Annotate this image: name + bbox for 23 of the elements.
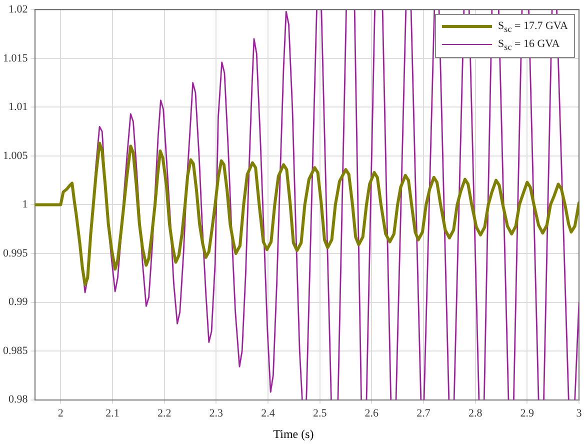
y-tick-label: 1.02 (8, 3, 28, 16)
y-tick-label: 0.985 (3, 344, 28, 357)
y-tick-label: 0.995 (3, 247, 28, 260)
legend-label: S$_{sc}$ = 17.7 GVA (498, 20, 568, 34)
x-tick-label: 2.5 (312, 407, 328, 420)
x-tick-label: 3 (576, 407, 582, 420)
x-tick-label: 2.6 (364, 407, 380, 420)
x-tick-label: 2.3 (209, 407, 224, 420)
x-tick-label: 2.7 (416, 407, 431, 420)
x-tick-label: 2 (58, 407, 64, 420)
y-tick-label: 1.015 (3, 52, 28, 64)
y-tick-label: 0.99 (8, 296, 28, 308)
x-tick-label: 2.4 (261, 407, 276, 420)
x-tick-label: 2.2 (157, 407, 172, 420)
y-tick-label: 1.01 (8, 101, 28, 114)
x-tick-label: 2.8 (468, 407, 483, 420)
x-tick-label: 2.9 (520, 407, 535, 420)
x-axis-title: Time (s) (272, 427, 315, 442)
y-tick-label: 0.98 (8, 394, 28, 406)
x-tick-label: 2.1 (106, 407, 120, 420)
series-label: S$_{sc}$ = 16 GVA (498, 38, 560, 52)
y-tick-label: 1.005 (3, 150, 28, 162)
y-tick-label: 1 (22, 198, 28, 211)
